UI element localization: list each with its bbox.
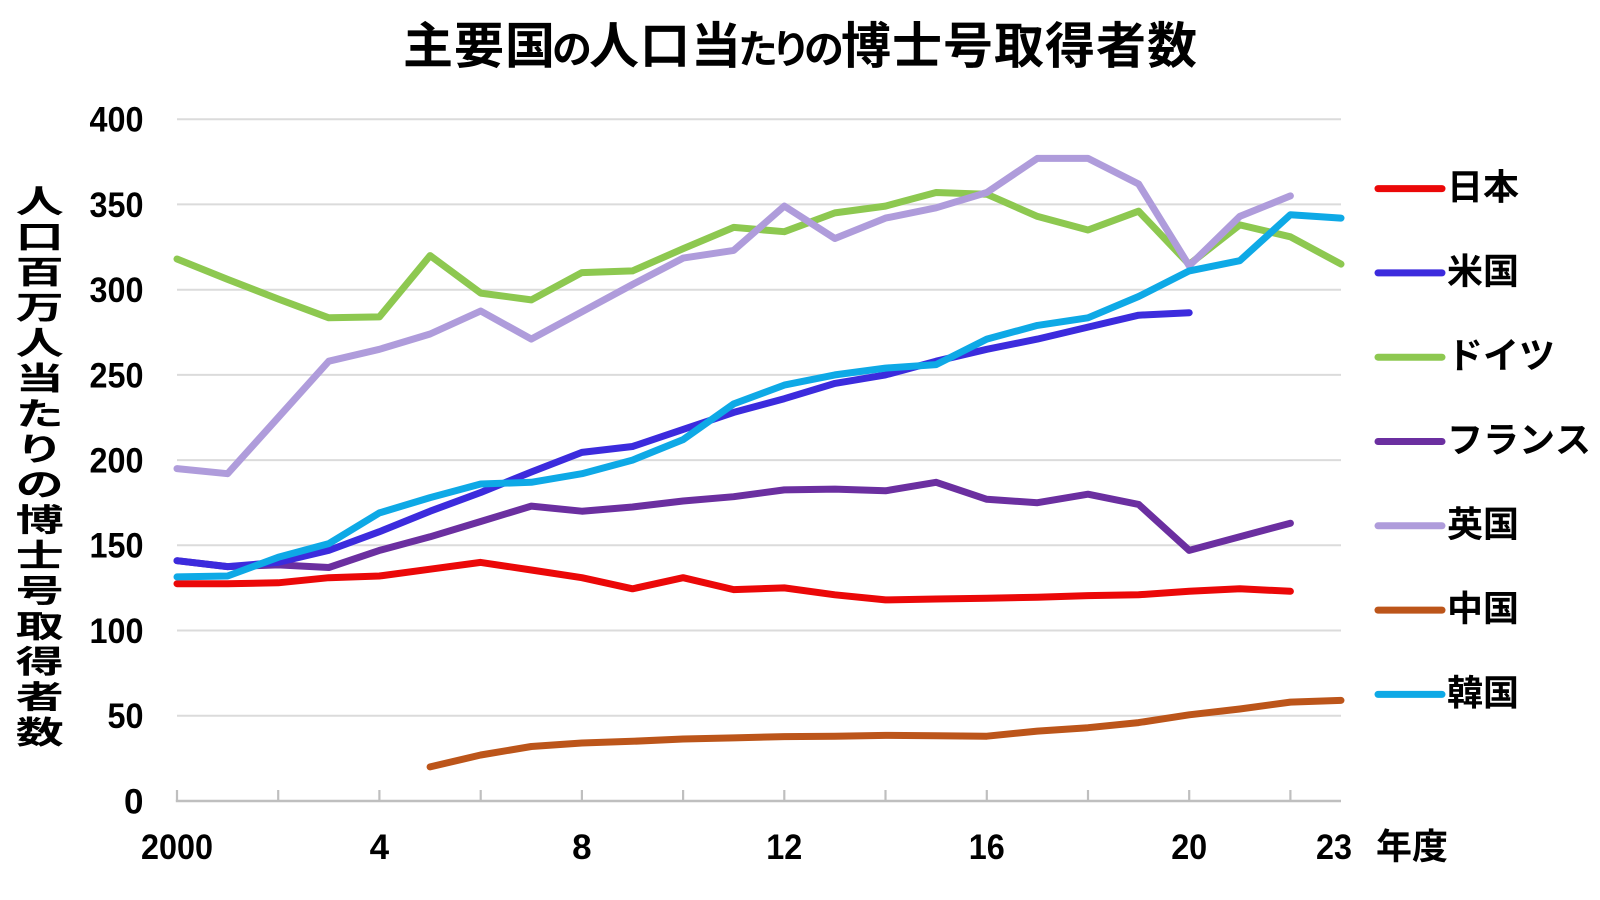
svg-text:12: 12 <box>766 828 802 867</box>
svg-text:4: 4 <box>370 828 390 867</box>
svg-text:100: 100 <box>90 612 144 651</box>
svg-text:23: 23 <box>1316 828 1352 867</box>
svg-text:8: 8 <box>572 828 591 867</box>
svg-text:20: 20 <box>1171 828 1207 867</box>
svg-text:200: 200 <box>90 442 144 481</box>
svg-text:150: 150 <box>90 527 144 566</box>
svg-text:350: 350 <box>90 186 144 225</box>
svg-text:0: 0 <box>124 782 143 821</box>
svg-text:2000: 2000 <box>141 828 213 867</box>
svg-text:16: 16 <box>969 828 1005 867</box>
svg-text:50: 50 <box>108 697 144 736</box>
svg-text:250: 250 <box>90 356 144 395</box>
svg-text:400: 400 <box>90 101 144 140</box>
svg-text:300: 300 <box>90 271 144 310</box>
